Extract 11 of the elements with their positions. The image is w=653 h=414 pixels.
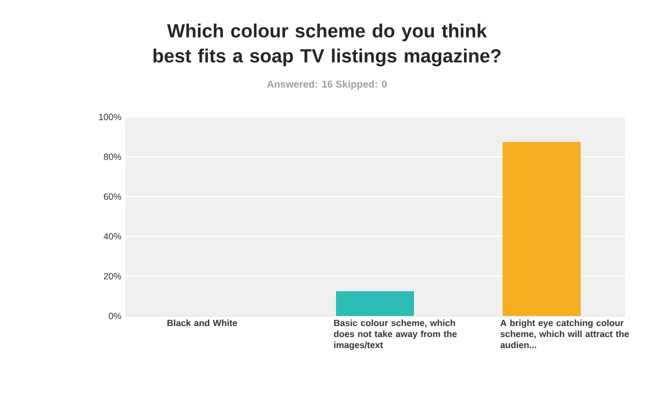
y-tick-label: 20% <box>104 273 122 280</box>
chart-title: Which colour scheme do you think best fits a soap TV listings magazine? <box>154 24 501 66</box>
x-tick-label: A bright eye catching colour scheme, which will attract the audien... <box>500 320 629 348</box>
chart-subtitle: Answered: 16 Skipped: 0 <box>267 80 387 90</box>
y-tick-label: 60% <box>104 193 122 200</box>
y-tick-label: 80% <box>104 154 122 160</box>
y-tick-label: 100% <box>99 114 122 120</box>
x-tick-label: Basic colour scheme, which does not take away from the images/text <box>334 320 457 350</box>
y-tick-label: 40% <box>104 233 122 240</box>
y-tick-label: 0% <box>108 312 122 320</box>
x-tick-label: Black and White <box>167 320 238 326</box>
